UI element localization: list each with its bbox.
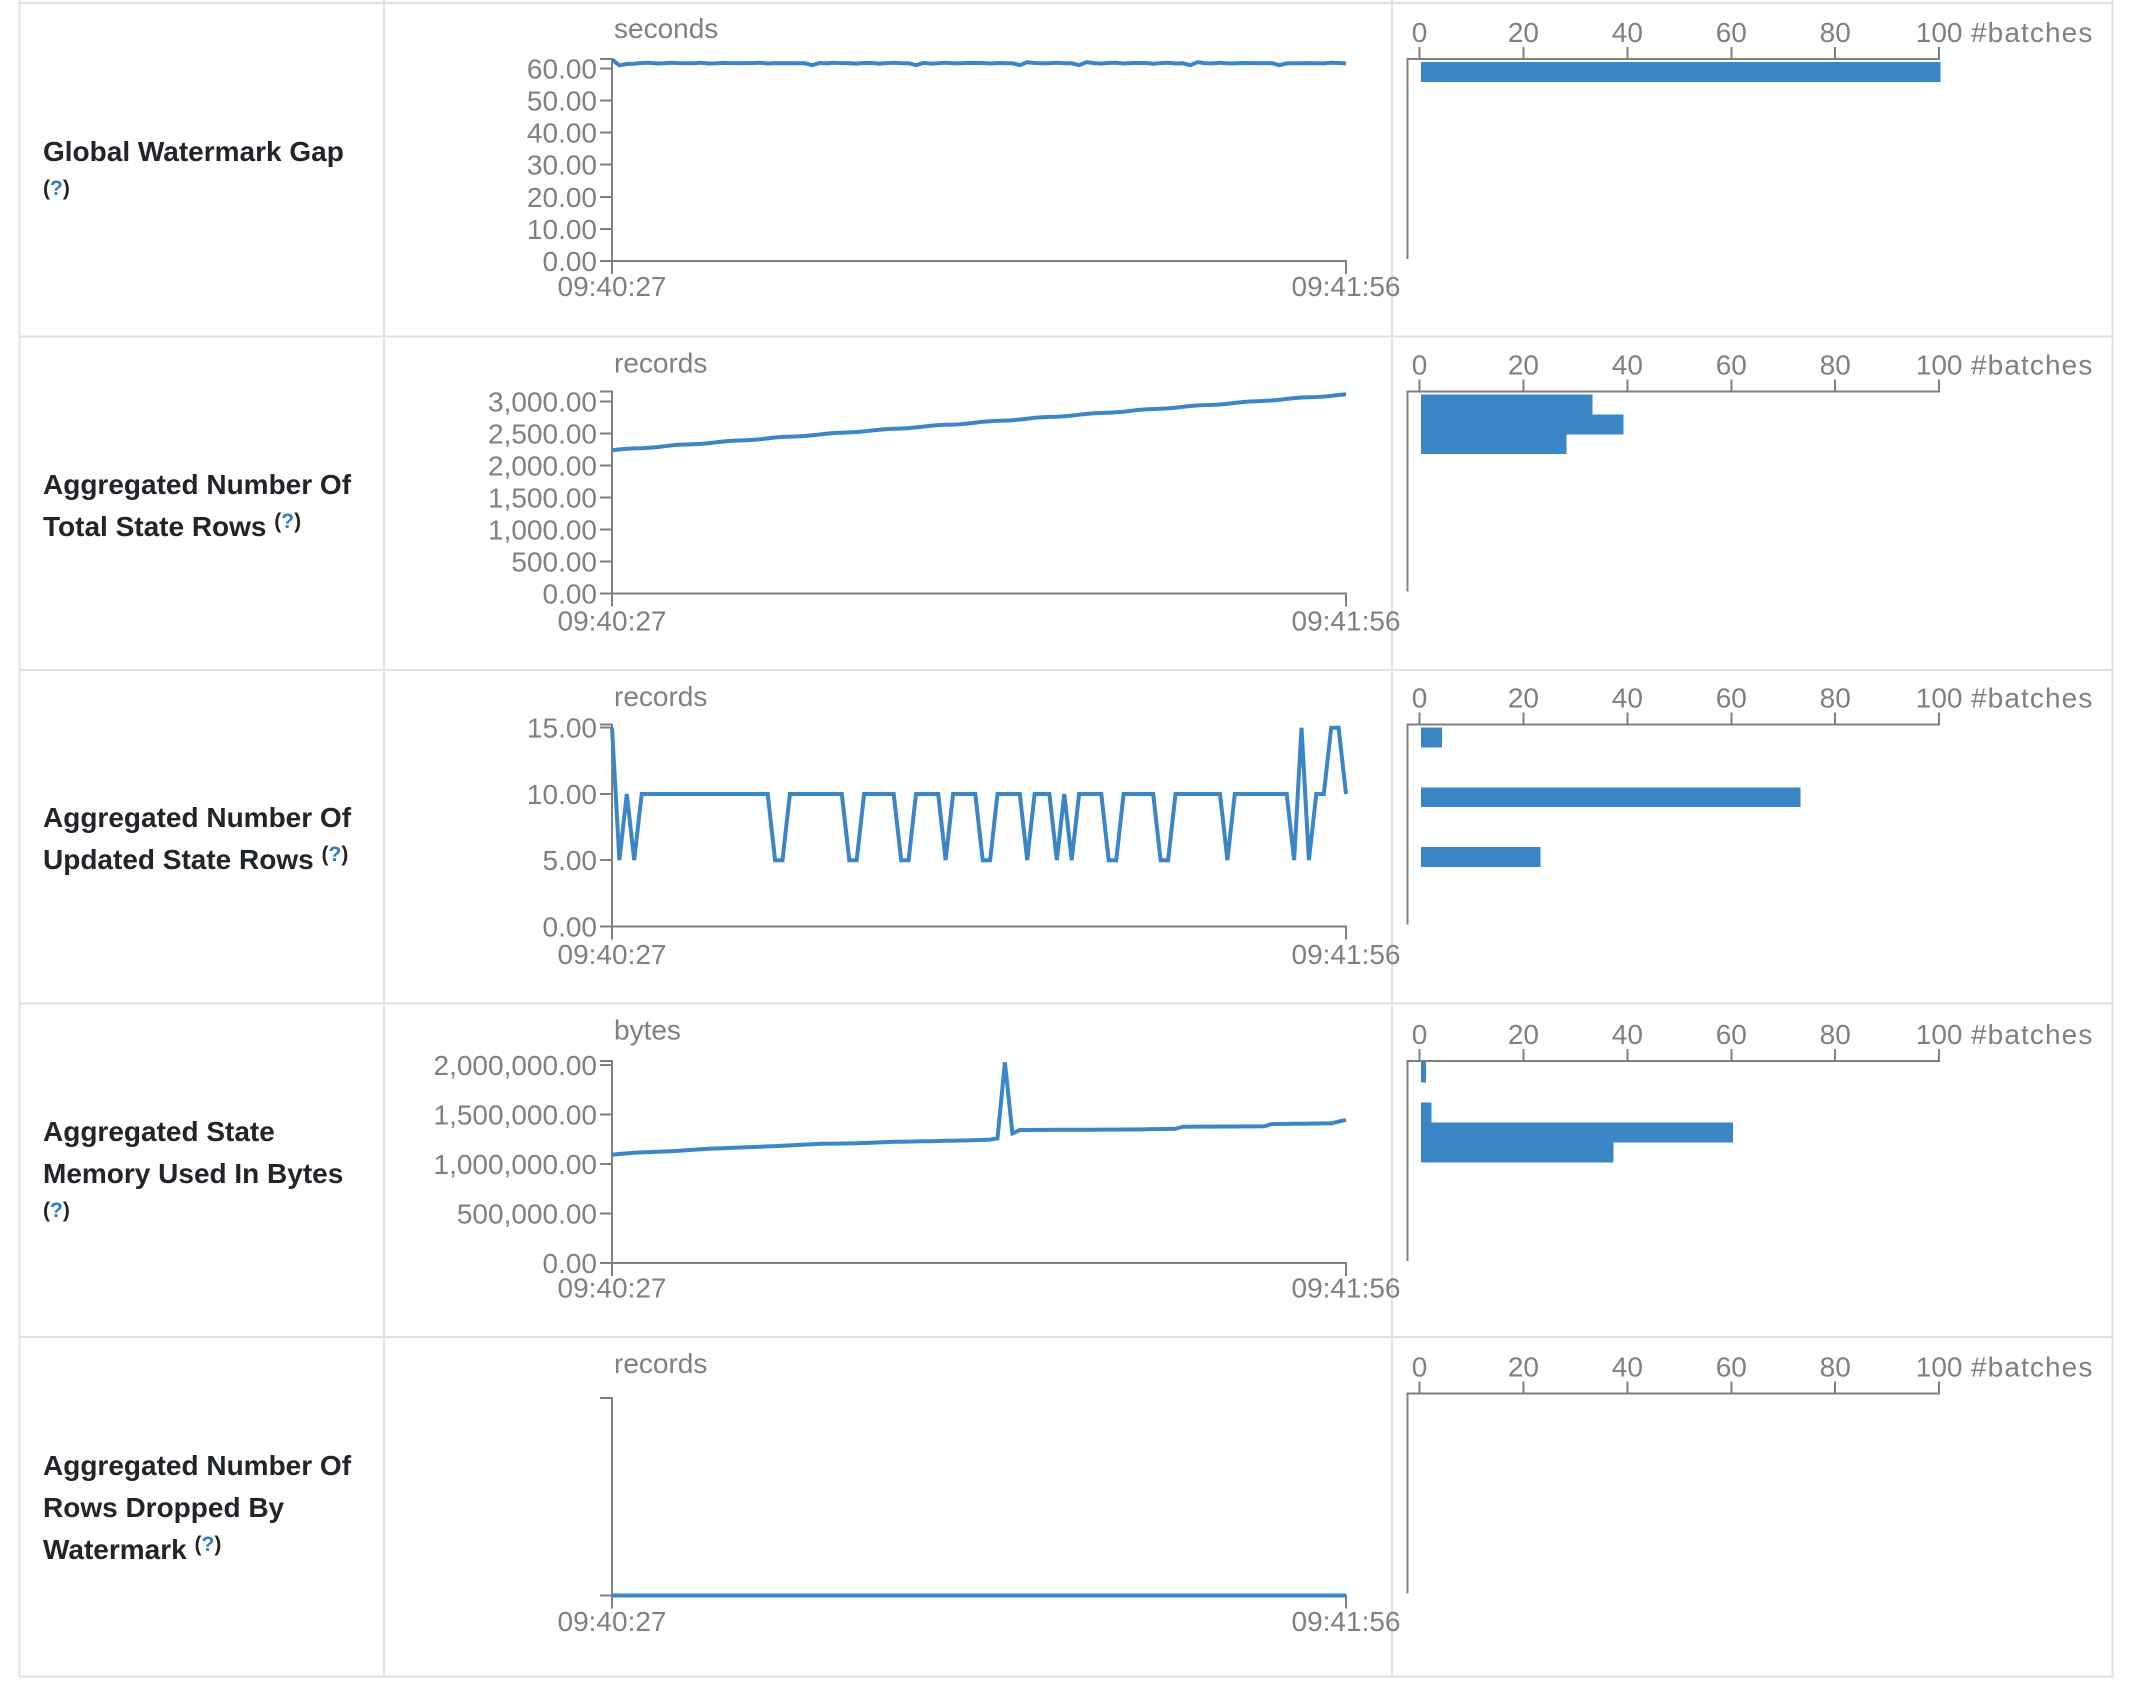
svg-text:100: 100 xyxy=(1916,17,1963,48)
svg-text:#batches: #batches xyxy=(1971,17,2093,48)
svg-text:10.00: 10.00 xyxy=(527,779,597,810)
svg-text:3,000.00: 3,000.00 xyxy=(488,386,597,417)
svg-text:09:40:27: 09:40:27 xyxy=(558,1606,667,1637)
svg-text:500,000.00: 500,000.00 xyxy=(457,1199,597,1230)
svg-text:20: 20 xyxy=(1508,17,1539,48)
svg-text:100: 100 xyxy=(1916,1352,1963,1383)
svg-text:1,000,000.00: 1,000,000.00 xyxy=(434,1149,598,1180)
svg-text:0.00: 0.00 xyxy=(543,912,598,943)
svg-text:0: 0 xyxy=(1412,17,1428,48)
svg-text:09:41:56: 09:41:56 xyxy=(1292,939,1401,970)
svg-text:1,500,000.00: 1,500,000.00 xyxy=(434,1100,598,1131)
svg-text:0.00: 0.00 xyxy=(543,246,598,277)
svg-text:0: 0 xyxy=(1412,1352,1428,1383)
svg-text:80: 80 xyxy=(1820,683,1851,714)
svg-text:100: 100 xyxy=(1916,683,1963,714)
svg-text:40: 40 xyxy=(1612,683,1643,714)
svg-text:100: 100 xyxy=(1916,350,1963,381)
svg-text:100: 100 xyxy=(1916,1019,1963,1050)
svg-text:seconds: seconds xyxy=(614,13,718,44)
svg-text:records: records xyxy=(614,681,707,712)
svg-text:09:41:56: 09:41:56 xyxy=(1292,271,1401,302)
svg-text:40.00: 40.00 xyxy=(527,118,597,149)
svg-text:50.00: 50.00 xyxy=(527,85,597,116)
svg-text:2,000,000.00: 2,000,000.00 xyxy=(434,1050,598,1081)
svg-text:records: records xyxy=(614,1348,707,1379)
svg-text:40: 40 xyxy=(1612,350,1643,381)
svg-text:40: 40 xyxy=(1612,1352,1643,1383)
svg-text:20: 20 xyxy=(1508,1019,1539,1050)
svg-text:60: 60 xyxy=(1716,17,1747,48)
svg-text:0: 0 xyxy=(1412,683,1428,714)
svg-text:10.00: 10.00 xyxy=(527,214,597,245)
svg-text:40: 40 xyxy=(1612,1019,1643,1050)
svg-text:40: 40 xyxy=(1612,17,1643,48)
svg-text:20: 20 xyxy=(1508,350,1539,381)
svg-text:30.00: 30.00 xyxy=(527,150,597,181)
svg-text:80: 80 xyxy=(1820,17,1851,48)
svg-text:1,000.00: 1,000.00 xyxy=(488,514,597,545)
svg-text:09:40:27: 09:40:27 xyxy=(558,939,667,970)
svg-text:80: 80 xyxy=(1820,1019,1851,1050)
svg-text:#batches: #batches xyxy=(1971,1019,2093,1050)
svg-text:#batches: #batches xyxy=(1971,683,2093,714)
svg-text:#batches: #batches xyxy=(1971,1352,2093,1383)
svg-text:20: 20 xyxy=(1508,1352,1539,1383)
svg-text:09:41:56: 09:41:56 xyxy=(1292,1273,1401,1304)
svg-text:20: 20 xyxy=(1508,683,1539,714)
svg-text:0.00: 0.00 xyxy=(543,579,598,610)
svg-text:09:40:27: 09:40:27 xyxy=(558,271,667,302)
svg-text:0: 0 xyxy=(1412,350,1428,381)
svg-text:60: 60 xyxy=(1716,350,1747,381)
svg-text:15.00: 15.00 xyxy=(527,713,597,744)
svg-text:5.00: 5.00 xyxy=(543,845,598,876)
svg-text:20.00: 20.00 xyxy=(527,182,597,213)
svg-text:09:41:56: 09:41:56 xyxy=(1292,606,1401,637)
svg-text:80: 80 xyxy=(1820,350,1851,381)
svg-text:2,500.00: 2,500.00 xyxy=(488,418,597,449)
svg-text:09:40:27: 09:40:27 xyxy=(558,606,667,637)
svg-text:60: 60 xyxy=(1716,683,1747,714)
svg-text:60.00: 60.00 xyxy=(527,53,597,84)
svg-text:records: records xyxy=(614,348,707,379)
svg-text:1,500.00: 1,500.00 xyxy=(488,482,597,513)
svg-text:2,000.00: 2,000.00 xyxy=(488,450,597,481)
svg-text:0.00: 0.00 xyxy=(543,1248,598,1279)
svg-text:0: 0 xyxy=(1412,1019,1428,1050)
svg-text:80: 80 xyxy=(1820,1352,1851,1383)
svg-text:bytes: bytes xyxy=(614,1015,681,1046)
svg-text:60: 60 xyxy=(1716,1019,1747,1050)
svg-text:09:41:56: 09:41:56 xyxy=(1292,1606,1401,1637)
svg-text:60: 60 xyxy=(1716,1352,1747,1383)
svg-text:09:40:27: 09:40:27 xyxy=(558,1273,667,1304)
svg-text:#batches: #batches xyxy=(1971,350,2093,381)
svg-text:500.00: 500.00 xyxy=(511,546,597,577)
